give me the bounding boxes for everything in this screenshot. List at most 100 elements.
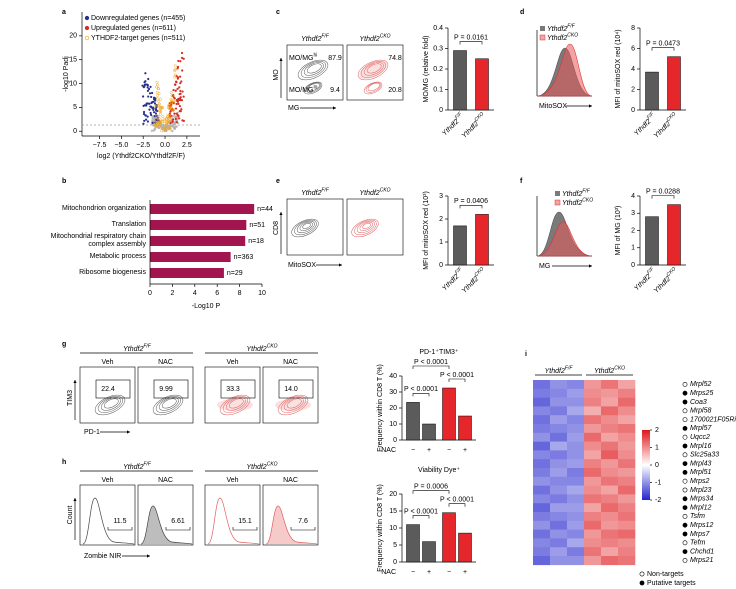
treatment-header: NAC xyxy=(158,477,173,484)
gene-name: Ythdf2 xyxy=(246,346,266,353)
arrow-head xyxy=(333,106,336,110)
heatmap-cell xyxy=(567,415,585,425)
y-tick-label: 0 xyxy=(631,107,635,114)
volcano-point-decor xyxy=(149,113,153,116)
gene-label: Mrps25 xyxy=(690,390,713,397)
volcano-point-decor xyxy=(159,118,163,122)
gene-name: Ythdf2 xyxy=(301,190,321,197)
treatment-sign: + xyxy=(463,569,467,576)
genotype-superscript: F/F xyxy=(646,266,656,276)
genotype-label: Ythdf2CKO xyxy=(246,344,277,353)
volcano-point-decor xyxy=(142,104,145,107)
legend-marker xyxy=(639,580,645,586)
volcano-point-decor xyxy=(150,129,154,132)
x-axis-label: MG xyxy=(288,105,299,112)
volcano-point-decor xyxy=(154,99,157,102)
target-marker xyxy=(682,443,688,449)
y-axis-label: -log10 Padj xyxy=(63,56,70,92)
treatment-header: NAC xyxy=(283,359,298,366)
heatmap-cell xyxy=(567,441,585,451)
heatmap-cell xyxy=(567,459,585,469)
heatmap-cell xyxy=(584,388,602,398)
volcano-point-decor xyxy=(174,117,177,120)
gate-value: 9.99 xyxy=(159,386,173,393)
volcano-point-decor xyxy=(157,109,161,113)
gate-value: 74.8 xyxy=(388,55,402,62)
contour-line xyxy=(303,81,323,95)
x-tick-label: 2.5 xyxy=(182,142,192,149)
y-axis-label: Count xyxy=(67,506,74,525)
gene-name: Ythdf2 xyxy=(547,35,567,42)
volcano-point-decor xyxy=(160,106,164,110)
histogram-curve xyxy=(536,221,593,257)
genotype-superscript: F/F xyxy=(143,344,151,350)
genotype-label: Ythdf2CKO xyxy=(562,198,593,207)
genotype-superscript: F/F xyxy=(565,366,573,372)
significance-bracket xyxy=(459,41,483,45)
y-tick-label: 5 xyxy=(393,542,397,549)
volcano-point-decor xyxy=(153,117,156,121)
gene-name: Ythdf2 xyxy=(359,190,379,197)
heatmap-cell xyxy=(618,556,636,566)
heatmap-cell xyxy=(584,380,602,390)
bar xyxy=(458,532,472,563)
gene-label: Mrpl51 xyxy=(690,469,712,476)
heatmap-cell xyxy=(533,538,551,548)
y-tick-label: 1 xyxy=(439,239,443,246)
treatment-sign: + xyxy=(427,447,431,454)
panel-label: b xyxy=(62,178,66,185)
volcano-point-decor xyxy=(158,126,161,129)
heatmap-cell xyxy=(567,494,585,504)
volcano-point-decor xyxy=(161,119,165,123)
y-tick-label: 0 xyxy=(631,262,635,269)
y-tick-label: 2 xyxy=(631,86,635,93)
volcano-point-decor xyxy=(169,115,173,119)
treatment-header: Veh xyxy=(101,477,113,484)
heatmap-cell xyxy=(618,380,636,390)
contour-line xyxy=(307,82,320,92)
contour-line xyxy=(100,397,121,411)
flow-plot xyxy=(79,484,136,546)
volcano-point-decor xyxy=(157,87,160,91)
y-tick-label: 3 xyxy=(439,193,443,200)
heatmap-cell xyxy=(584,512,602,522)
heatmap-cell xyxy=(533,485,551,495)
heatmap-cell xyxy=(567,476,585,486)
heatmap-cell xyxy=(550,380,568,390)
volcano-point-decor xyxy=(146,89,150,92)
significance-bracket xyxy=(448,378,466,382)
heatmap-cell xyxy=(567,512,585,522)
volcano-point-decor xyxy=(154,104,158,108)
significance-bracket xyxy=(412,365,450,369)
bar-annotation: n=44 xyxy=(257,206,273,213)
p-value: P < 0.0001 xyxy=(404,508,438,515)
p-value: P = 0.0288 xyxy=(646,188,680,195)
gate-line xyxy=(290,527,316,531)
volcano-point-decor xyxy=(155,90,159,94)
volcano-point-decor xyxy=(154,124,158,128)
heatmap-cell xyxy=(567,547,585,557)
x-tick-label: 2 xyxy=(170,290,174,297)
volcano-point-decor xyxy=(144,80,147,83)
legend-label: Putative targets xyxy=(647,580,696,587)
y-tick-label: 6 xyxy=(631,45,635,52)
gate-name: MO/MGlo xyxy=(289,85,318,94)
volcano-point-decor xyxy=(175,121,178,124)
volcano-point-decor xyxy=(179,89,182,93)
volcano-point-decor xyxy=(169,122,172,125)
gene-label: Chchd1 xyxy=(690,548,714,555)
heatmap-cell xyxy=(550,520,568,530)
contour-line xyxy=(354,219,377,236)
heatmap-cell xyxy=(601,547,619,557)
contour-line xyxy=(294,219,317,236)
genotype-superscript: F/F xyxy=(143,462,151,468)
volcano-point-decor xyxy=(176,65,180,69)
x-axis-label: Zombie NIR xyxy=(84,553,121,560)
gate-value: 20.8 xyxy=(388,87,402,94)
volcano-point-decor xyxy=(156,83,160,87)
heatmap-cell xyxy=(584,397,602,407)
category-label: Metabolic process xyxy=(89,253,146,260)
heatmap-cell xyxy=(618,432,636,442)
volcano-point-decor xyxy=(173,99,177,102)
